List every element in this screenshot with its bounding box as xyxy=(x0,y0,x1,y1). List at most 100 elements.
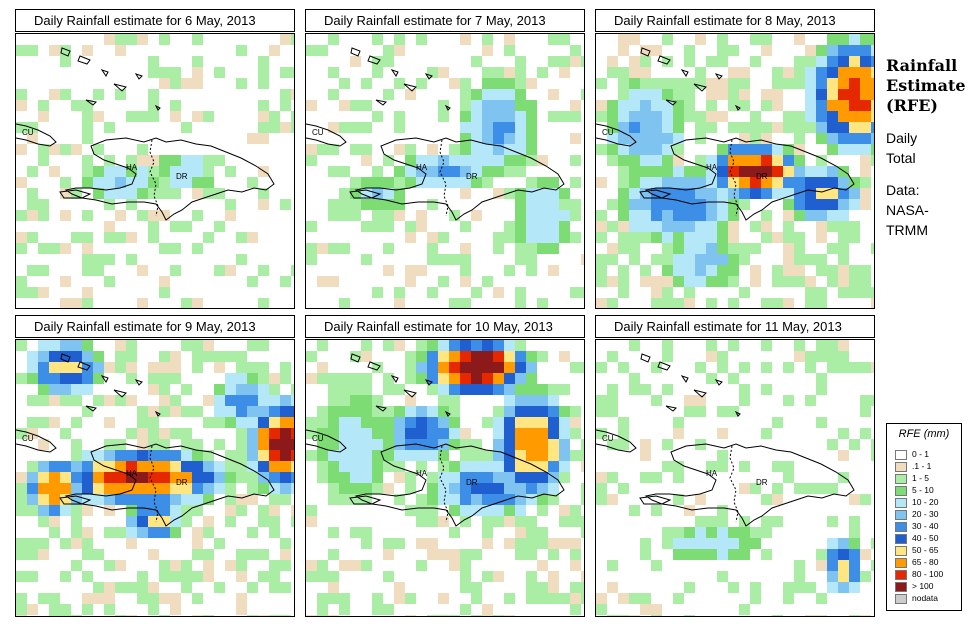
rainfall-cell xyxy=(537,483,548,494)
rainfall-cell xyxy=(225,560,236,571)
rainfall-cell xyxy=(16,210,27,221)
rainfall-cell xyxy=(695,494,706,505)
rainfall-cell xyxy=(750,34,761,45)
rainfall-cell xyxy=(581,56,584,67)
rainfall-cell xyxy=(328,243,339,254)
rainfall-cell xyxy=(728,221,739,232)
rainfall-cell xyxy=(816,483,827,494)
rainfall-cell xyxy=(126,177,137,188)
rainfall-cell xyxy=(192,461,203,472)
rainfall-cell xyxy=(728,276,739,287)
rainfall-cell xyxy=(280,395,291,406)
rainfall-cell xyxy=(526,406,537,417)
panel-title: Daily Rainfall estimate for 10 May, 2013 xyxy=(305,315,585,338)
rainfall-cell xyxy=(684,243,695,254)
rainfall-cell xyxy=(203,516,214,527)
legend-label: 1 - 5 xyxy=(912,473,930,483)
rainfall-cell xyxy=(783,210,794,221)
rainfall-cell xyxy=(236,439,247,450)
rainfall-cell xyxy=(405,373,416,384)
rainfall-cell xyxy=(548,56,559,67)
legend-swatch xyxy=(895,510,907,520)
rainfall-cell xyxy=(148,210,159,221)
rainfall-cell xyxy=(493,505,504,516)
rainfall-cell xyxy=(607,254,618,265)
rainfall-cell xyxy=(269,582,280,593)
rainfall-cell xyxy=(816,166,827,177)
rainfall-cell xyxy=(416,450,427,461)
rainfall-cell xyxy=(170,593,181,604)
rainfall-cell xyxy=(148,604,159,615)
rainfall-cell xyxy=(504,78,515,89)
rainfall-cell xyxy=(581,254,584,265)
rainfall-cell xyxy=(816,615,827,616)
rainfall-cell xyxy=(504,384,515,395)
rainfall-cell xyxy=(82,384,93,395)
rainfall-cell xyxy=(849,516,860,527)
rainfall-cell xyxy=(438,276,449,287)
rainfall-cell xyxy=(339,100,350,111)
rainfall-cell xyxy=(849,67,860,78)
rainfall-cell xyxy=(816,56,827,67)
rainfall-cell xyxy=(783,144,794,155)
rainfall-cell xyxy=(71,516,82,527)
rainfall-cell xyxy=(427,472,438,483)
rainfall-cell xyxy=(416,340,427,351)
rainfall-cell xyxy=(449,78,460,89)
rainfall-cell xyxy=(860,276,871,287)
rainfall-cell xyxy=(750,276,761,287)
rainfall-cell xyxy=(328,122,339,133)
rainfall-cell xyxy=(60,89,71,100)
rainfall-cell xyxy=(838,340,849,351)
rainfall-cell xyxy=(838,199,849,210)
rainfall-cell xyxy=(816,199,827,210)
rainfall-cell xyxy=(482,417,493,428)
rainfall-cell xyxy=(596,144,607,155)
rainfall-cell xyxy=(49,472,60,483)
rainfall-cell xyxy=(306,417,317,428)
rainfall-cell xyxy=(493,100,504,111)
rainfall-cell xyxy=(236,604,247,615)
rainfall-cell xyxy=(115,395,126,406)
rainfall-cell xyxy=(629,155,640,166)
rainfall-cell xyxy=(27,122,38,133)
rainfall-cell xyxy=(383,604,394,615)
rainfall-cell xyxy=(761,122,772,133)
rainfall-cell xyxy=(416,34,427,45)
rainfall-cell xyxy=(236,395,247,406)
rainfall-cell xyxy=(871,89,874,100)
rainfall-cell xyxy=(416,373,427,384)
rainfall-cell xyxy=(548,34,559,45)
rainfall-cell xyxy=(816,67,827,78)
rainfall-cell xyxy=(717,428,728,439)
rainfall-cell xyxy=(372,199,383,210)
rainfall-cell xyxy=(214,155,225,166)
rainfall-cell xyxy=(214,461,225,472)
rainfall-cell xyxy=(504,221,515,232)
rainfall-cell xyxy=(728,67,739,78)
rainfall-cell xyxy=(247,494,258,505)
rainfall-cell xyxy=(115,34,126,45)
rainfall-cell xyxy=(673,111,684,122)
rainfall-cell xyxy=(148,166,159,177)
rainfall-cell xyxy=(203,472,214,483)
rainfall-cell xyxy=(27,362,38,373)
rainfall-cell xyxy=(493,340,504,351)
legend-entry: .1 - 1 xyxy=(895,461,959,473)
rainfall-cell xyxy=(570,362,581,373)
rainfall-cell xyxy=(515,89,526,100)
rainfall-cell xyxy=(482,144,493,155)
rainfall-cell xyxy=(805,78,816,89)
rainfall-cell xyxy=(772,461,783,472)
rainfall-cell xyxy=(662,384,673,395)
rainfall-cell xyxy=(258,406,269,417)
rainfall-cell xyxy=(460,188,471,199)
rainfall-cell xyxy=(651,166,662,177)
rainfall-cell xyxy=(783,582,794,593)
rainfall-cell xyxy=(460,122,471,133)
rainfall-cell xyxy=(38,505,49,516)
rainfall-cell xyxy=(570,417,581,428)
rainfall-cell xyxy=(115,177,126,188)
rainfall-cell xyxy=(460,505,471,516)
rainfall-cell xyxy=(71,538,82,549)
